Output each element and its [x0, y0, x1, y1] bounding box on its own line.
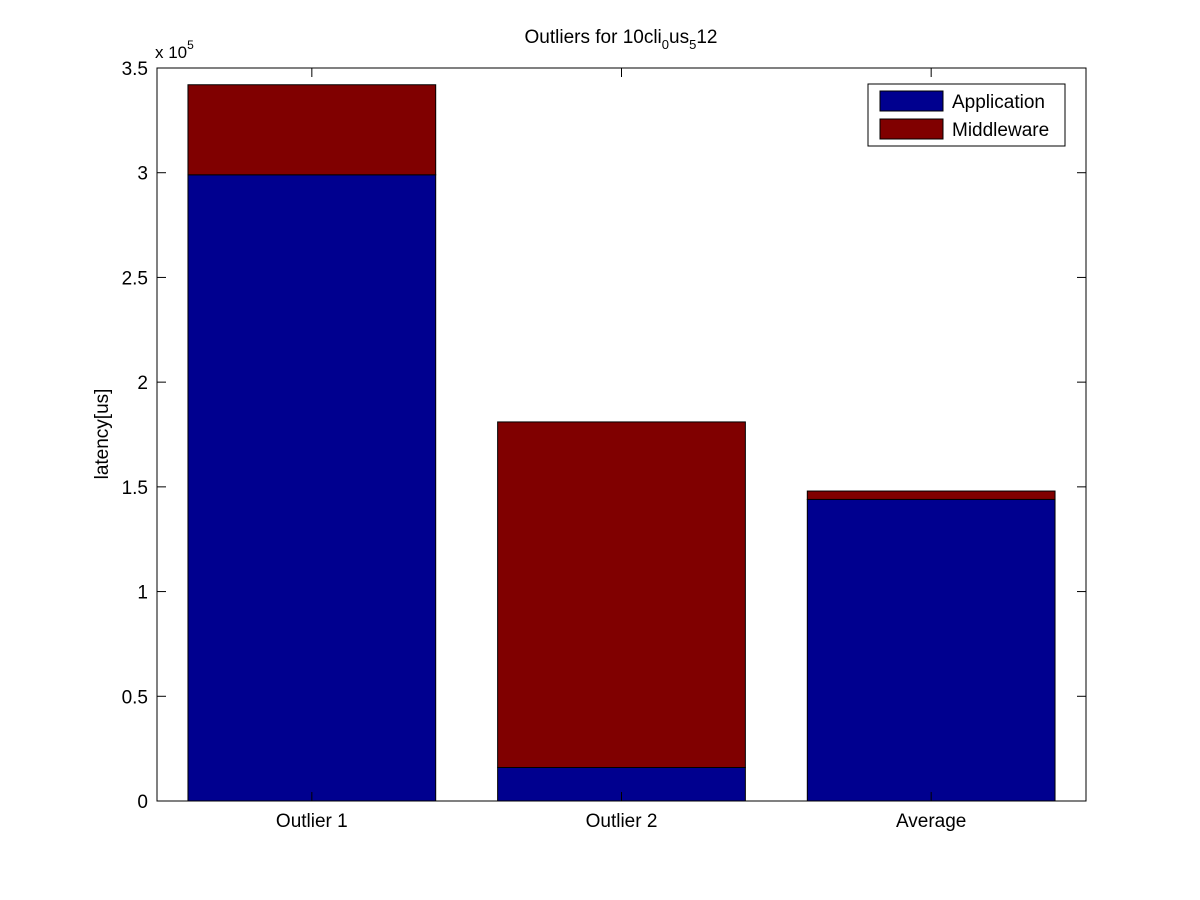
legend-label-middleware: Middleware — [952, 120, 1049, 141]
legend-label-application: Application — [952, 92, 1045, 113]
legend-swatch-application — [879, 90, 944, 112]
x-tick-label-outlier-2: Outlier 2 — [586, 811, 658, 832]
bars-group — [187, 84, 1056, 802]
y-axis-multiplier: x 105 — [155, 38, 194, 62]
bar-middleware-average — [806, 490, 1056, 500]
legend: Application Middleware — [867, 83, 1066, 147]
y-tick-label-0-5: 0.5 — [122, 687, 148, 708]
x-tick-label-average: Average — [896, 811, 966, 832]
bar-application-outlier-1 — [187, 174, 437, 802]
y-tick-label-3: 3 — [137, 164, 148, 185]
axes-box — [156, 67, 1087, 802]
bar-application-average — [806, 498, 1056, 802]
y-axis-label: latency[us] — [92, 389, 113, 480]
y-tick-label-2-5: 2.5 — [122, 268, 148, 289]
y-tick-label-1: 1 — [137, 583, 148, 604]
bar-middleware-outlier-1 — [187, 84, 437, 176]
y-tick-label-0: 0 — [137, 792, 148, 813]
x-tick-label-outlier-1: Outlier 1 — [276, 811, 348, 832]
ticks-group: Outlier 1 Outlier 2 Average 0 0.5 1 1.5 2 2.5 3 3.… — [122, 59, 1086, 832]
y-tick-label-1-5: 1.5 — [122, 478, 148, 499]
legend-swatch-middleware — [879, 118, 944, 140]
y-tick-label-3-5: 3.5 — [122, 59, 148, 80]
chart-title: Outliers for 10cli0us512 — [525, 27, 718, 52]
y-tick-label-2: 2 — [137, 373, 148, 394]
bar-middleware-outlier-2 — [497, 421, 746, 768]
